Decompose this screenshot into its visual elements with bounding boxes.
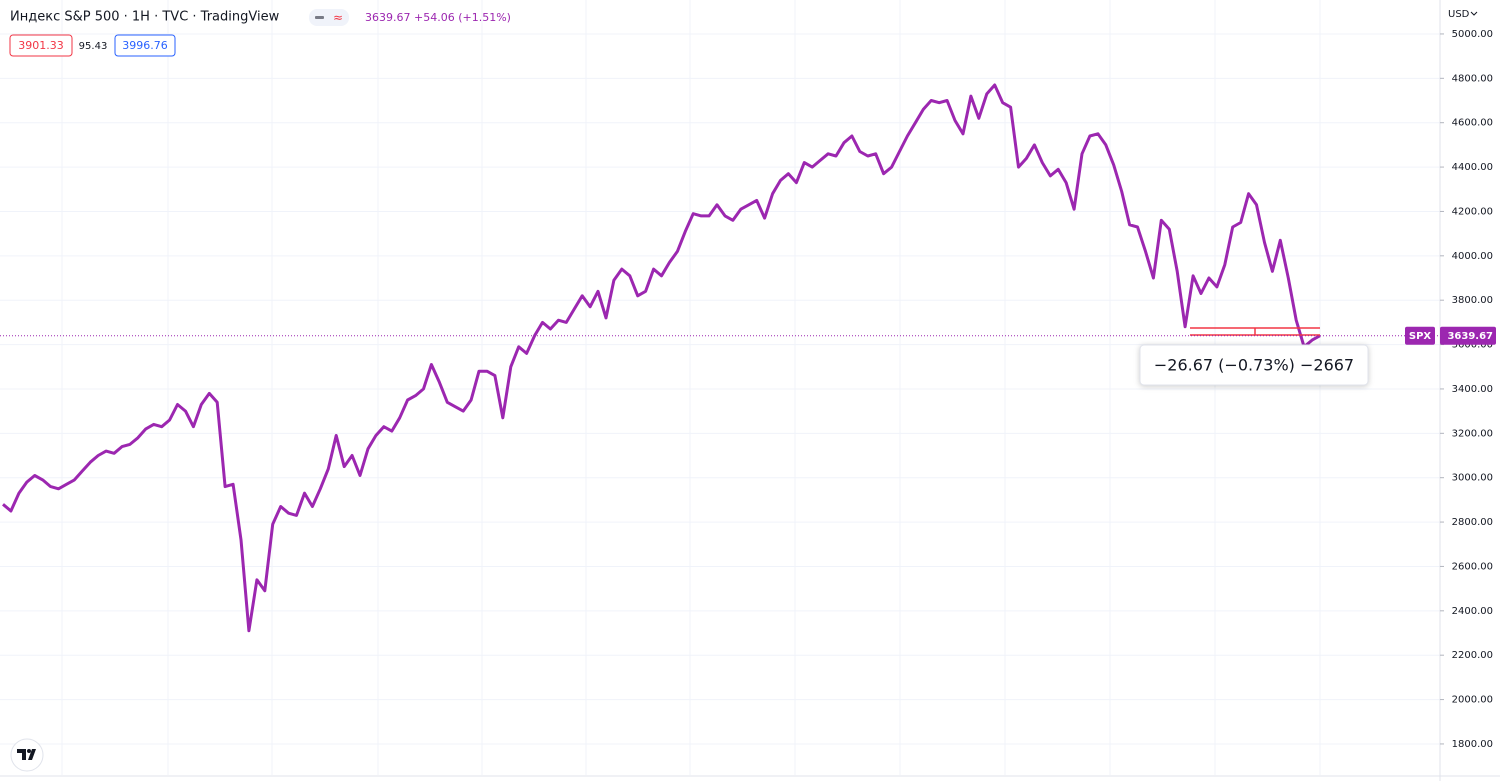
y-tick-label: 2400.00 bbox=[1452, 606, 1493, 617]
chart-title: Индекс S&P 500 · 1H · TVC · TradingView bbox=[10, 10, 280, 25]
vertical-grid bbox=[61, 0, 1321, 775]
y-tick-label: 4000.00 bbox=[1452, 251, 1493, 262]
y-tick-label: 2000.00 bbox=[1452, 695, 1493, 706]
quote: 3639.67 +54.06 (+1.51%) bbox=[365, 11, 511, 24]
y-tick-label: 3200.00 bbox=[1452, 428, 1493, 439]
y-tick-label: 3400.00 bbox=[1452, 384, 1493, 395]
y-tick-label: 3600.00 bbox=[1452, 340, 1493, 351]
indicator-box bbox=[9, 34, 73, 57]
currency-caret[interactable] bbox=[1470, 11, 1478, 16]
y-tick-label: 4600.00 bbox=[1452, 118, 1493, 129]
y-tick-label: 3800.00 bbox=[1452, 295, 1493, 306]
ruler bbox=[1190, 327, 1320, 336]
y-tick-label: 4400.00 bbox=[1452, 162, 1493, 173]
indicator-value: 3901.33 bbox=[18, 39, 64, 52]
currency[interactable]: USD bbox=[1448, 9, 1470, 20]
indicator-value: 3996.76 bbox=[122, 39, 168, 52]
badge-icon bbox=[315, 16, 324, 19]
badge bbox=[309, 9, 349, 26]
y-tick-label: 2200.00 bbox=[1452, 650, 1493, 661]
logo[interactable] bbox=[10, 738, 44, 772]
indicator-box bbox=[114, 34, 176, 57]
y-tick-label: 4200.00 bbox=[1452, 206, 1493, 217]
y-tick-label: 4800.00 bbox=[1452, 73, 1493, 84]
y-tick-label: 2600.00 bbox=[1452, 561, 1493, 572]
indicator-value: 95.43 bbox=[79, 41, 108, 52]
y-tick-label: 5000.00 bbox=[1452, 29, 1493, 40]
measure-tooltip: −26.67 (−0.73%) −2667 bbox=[1139, 344, 1369, 386]
badge-icon: ≈ bbox=[333, 11, 343, 25]
y-tick-label: 1800.00 bbox=[1452, 739, 1493, 750]
measure-label: −26.67 (−0.73%) −2667 bbox=[1154, 356, 1354, 375]
symbol-badge bbox=[1405, 326, 1435, 345]
symbol-label: SPX bbox=[1409, 331, 1432, 342]
y-tick-label: 3000.00 bbox=[1452, 473, 1493, 484]
price-line-series bbox=[2, 83, 1321, 633]
plot bbox=[2, 83, 1321, 633]
y-tick-label: 2800.00 bbox=[1452, 517, 1493, 528]
price-badge bbox=[1440, 326, 1496, 345]
price-label: 3639.67 bbox=[1447, 331, 1493, 342]
grid bbox=[0, 33, 1440, 745]
